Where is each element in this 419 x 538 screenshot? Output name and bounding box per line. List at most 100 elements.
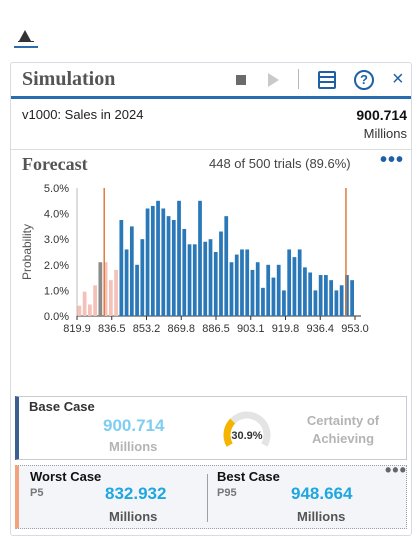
histogram-bar bbox=[192, 244, 197, 316]
simulation-panel: Simulation ? × v1000: Sales in 2024 900.… bbox=[10, 62, 412, 536]
y-tick-label: 0.0% bbox=[44, 311, 69, 323]
card-divider bbox=[207, 474, 208, 522]
histogram-bar bbox=[313, 290, 318, 316]
x-tick-label: 869.8 bbox=[167, 323, 195, 335]
histogram-bar bbox=[324, 275, 328, 316]
gauge-fill bbox=[223, 418, 236, 447]
histogram-bar bbox=[287, 249, 292, 316]
histogram-bar bbox=[334, 290, 339, 316]
worst-case-unit: Millions bbox=[109, 509, 158, 524]
toolbar-divider bbox=[298, 69, 299, 89]
histogram-bar bbox=[255, 262, 260, 316]
histogram-bar bbox=[339, 285, 344, 316]
x-tick-label: 953.0 bbox=[341, 323, 369, 335]
y-tick-label: 3.0% bbox=[44, 234, 69, 246]
variable-row: v1000: Sales in 2024 900.714 Millions bbox=[11, 102, 411, 150]
forecast-histogram: Probability 0.0% 1.0% 2.0% 3.0% 4.0% 5.0% 819.9… bbox=[20, 183, 369, 335]
histogram-bar bbox=[282, 290, 286, 316]
histogram-bar bbox=[135, 264, 139, 316]
histogram-bar bbox=[292, 257, 297, 316]
histogram-bar bbox=[150, 205, 155, 316]
best-case-unit: Millions bbox=[297, 509, 346, 524]
histogram-bar bbox=[213, 252, 218, 316]
certainty-label: Certainty of Achieving bbox=[306, 413, 380, 446]
top-toolbar bbox=[0, 0, 419, 56]
best-case-label: Best Case bbox=[217, 469, 280, 484]
histogram-bar bbox=[119, 220, 124, 316]
histogram-bar bbox=[98, 262, 103, 316]
histogram-bar bbox=[129, 226, 134, 316]
histogram-bar bbox=[108, 280, 113, 316]
play-icon[interactable] bbox=[268, 73, 279, 87]
histogram-bar bbox=[177, 200, 181, 316]
worst-case-percentile: P5 bbox=[30, 487, 44, 499]
y-tick-label: 4.0% bbox=[44, 209, 69, 221]
card-more-icon[interactable]: ••• bbox=[385, 460, 407, 480]
forecast-header: Forecast 448 of 500 trials (89.6%) ••• bbox=[11, 149, 411, 179]
variable-value: 900.714 bbox=[356, 107, 407, 123]
y-tick-label: 1.0% bbox=[44, 285, 69, 297]
panel-title: Simulation bbox=[22, 68, 116, 90]
layout-icon[interactable] bbox=[318, 71, 336, 89]
stop-icon[interactable] bbox=[236, 75, 246, 85]
worst-best-card[interactable]: Worst Case P5 832.932 Millions Best Case… bbox=[15, 460, 407, 529]
histogram-bar bbox=[261, 287, 265, 316]
forecast-title: Forecast bbox=[22, 154, 88, 174]
chart-tab[interactable] bbox=[14, 26, 38, 48]
histogram-bar bbox=[224, 216, 229, 316]
x-tick-label: 919.8 bbox=[272, 323, 300, 335]
histogram-bar bbox=[82, 291, 87, 316]
x-tick-label: 936.4 bbox=[306, 323, 334, 335]
histogram-bar bbox=[240, 249, 244, 316]
histogram-bar bbox=[219, 231, 223, 316]
best-case-percentile: P95 bbox=[217, 487, 237, 499]
histogram-bar bbox=[276, 264, 281, 316]
histogram-bar bbox=[171, 220, 176, 316]
close-icon[interactable]: × bbox=[392, 68, 404, 90]
forecast-more-icon[interactable]: ••• bbox=[380, 149, 405, 171]
histogram-bar bbox=[345, 275, 349, 316]
histogram-bar bbox=[103, 262, 108, 316]
base-case-label: Base Case bbox=[29, 399, 95, 414]
histogram-bar bbox=[271, 277, 276, 316]
histogram-bar bbox=[303, 267, 307, 316]
histogram-bar bbox=[198, 200, 202, 316]
variable-name: v1000: Sales in 2024 bbox=[22, 107, 144, 122]
histogram-bar bbox=[308, 272, 313, 316]
histogram-bar bbox=[166, 216, 171, 316]
histogram-bar bbox=[93, 285, 97, 316]
base-case-value: 900.714 bbox=[103, 416, 165, 435]
certainty-percent: 30.9% bbox=[231, 430, 262, 442]
histogram-bar bbox=[266, 264, 271, 316]
variable-unit: Millions bbox=[363, 126, 407, 141]
histogram-bar bbox=[318, 275, 323, 316]
x-tick-label: 853.2 bbox=[133, 323, 161, 335]
histogram-bar bbox=[77, 305, 82, 316]
help-icon[interactable]: ? bbox=[354, 70, 374, 90]
histogram-bar bbox=[245, 249, 250, 316]
histogram-bar bbox=[250, 269, 255, 316]
histogram-bar bbox=[114, 269, 118, 316]
worst-case-value: 832.932 bbox=[105, 484, 167, 503]
x-tick-label: 886.5 bbox=[202, 323, 230, 335]
histogram-bar bbox=[145, 208, 150, 316]
histogram-bar bbox=[124, 249, 129, 316]
trials-count: 448 of 500 trials (89.6%) bbox=[209, 156, 351, 171]
x-tick-label: 819.9 bbox=[63, 323, 91, 335]
histogram-bar bbox=[161, 208, 166, 316]
histogram-bar bbox=[140, 239, 145, 316]
histogram-bar bbox=[329, 280, 334, 316]
histogram-bar bbox=[203, 241, 208, 316]
histogram-bar bbox=[297, 249, 302, 316]
histogram-bar bbox=[234, 254, 239, 316]
panel-header: Simulation ? × bbox=[11, 63, 411, 99]
certainty-gauge: 30.9% bbox=[223, 411, 271, 447]
histogram-bar bbox=[187, 244, 192, 316]
base-case-unit: Millions bbox=[109, 439, 158, 454]
best-case-value: 948.664 bbox=[291, 484, 353, 503]
worst-case-label: Worst Case bbox=[30, 469, 102, 484]
y-tick-label: 5.0% bbox=[44, 183, 69, 195]
histogram-bar bbox=[182, 228, 187, 316]
x-tick-label: 836.5 bbox=[98, 323, 126, 335]
histogram-bar bbox=[350, 280, 354, 316]
